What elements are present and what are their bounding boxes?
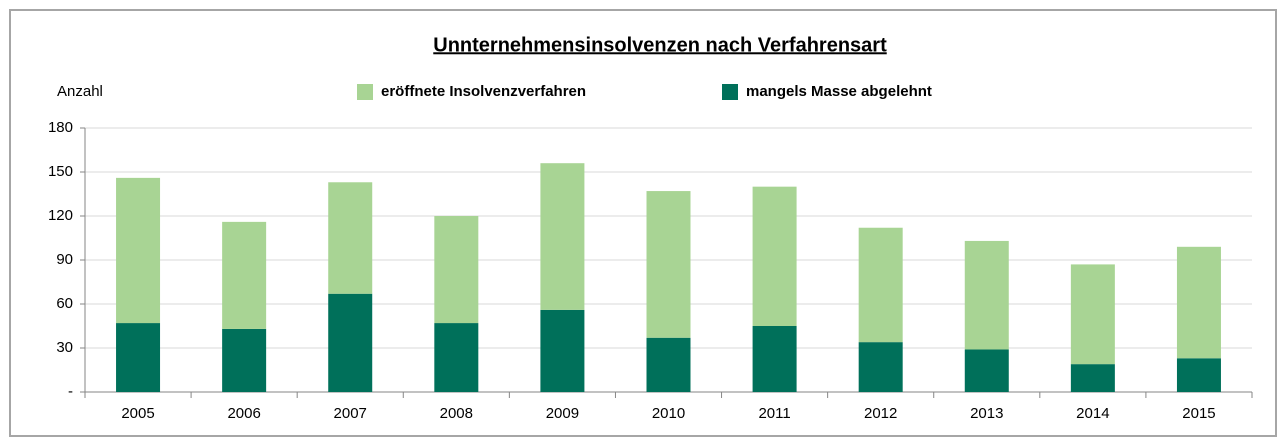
bar [540,163,585,310]
legend-label: eröffnete Insolvenzverfahren [381,83,586,100]
y-tick-label: 180 [48,119,73,136]
bar [1070,264,1115,365]
y-tick-label: - [68,383,73,400]
x-tick-label: 2006 [227,405,260,422]
bar [646,191,691,338]
x-tick-label: 2011 [758,405,790,422]
y-tick-label: 30 [56,339,73,356]
x-tick-label: 2008 [440,405,473,422]
bar [646,337,691,392]
x-tick-label: 2007 [334,405,367,422]
y-axis-label: Anzahl [57,83,103,100]
bar [752,186,797,326]
bar [116,177,161,324]
chart-title: Unnternehmensinsolvenzen nach Verfahrens… [433,34,887,56]
legend-swatch [357,84,373,100]
bar [1176,358,1221,392]
bar [752,326,797,392]
bar [964,349,1009,392]
bar [858,342,903,392]
bar [222,328,267,392]
x-tick-label: 2014 [1076,405,1109,422]
legend-label: mangels Masse abgelehnt [746,83,932,100]
x-tick-label: 2013 [970,405,1003,422]
bar [328,182,373,294]
bar [116,323,161,392]
x-tick-label: 2005 [121,405,154,422]
y-tick-label: 120 [48,207,73,224]
y-tick-label: 90 [56,251,73,268]
bar [1070,364,1115,392]
bar [434,323,479,392]
bar [540,309,585,392]
chart-frame [9,9,1277,437]
bar [328,293,373,392]
bar [1176,246,1221,359]
bar [222,221,267,329]
x-tick-label: 2010 [652,405,685,422]
bar [858,227,903,343]
x-tick-label: 2012 [864,405,897,422]
legend-swatch [722,84,738,100]
x-tick-label: 2009 [546,405,579,422]
bar [964,240,1009,350]
x-tick-label: 2015 [1182,405,1215,422]
bar [434,216,479,324]
y-tick-label: 150 [48,163,73,180]
y-tick-label: 60 [56,295,73,312]
